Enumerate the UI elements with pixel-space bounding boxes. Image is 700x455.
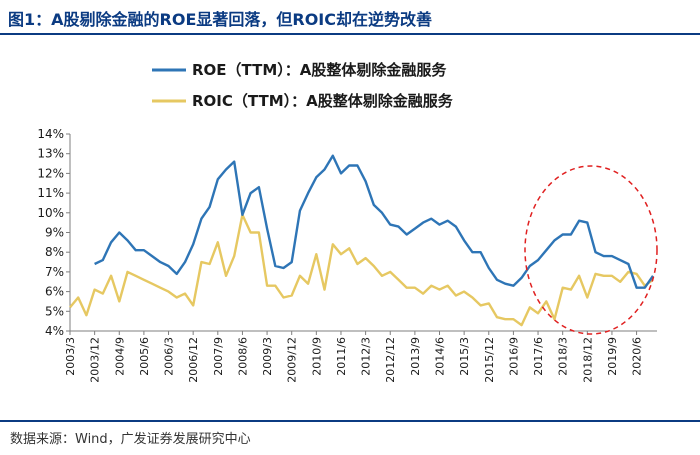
x-tick-label: 2020/6 (631, 337, 644, 376)
y-tick-label: 13% (37, 147, 64, 161)
x-tick-label: 2015/3 (458, 337, 471, 376)
x-tick-label: 2003/3 (64, 337, 77, 376)
x-tick-label: 2011/6 (335, 337, 348, 376)
line-chart: ROE（TTM）：A股整体剔除金融服务 ROIC（TTM）：A股整体剔除金融服务… (37, 61, 658, 383)
x-tick-label: 2005/6 (138, 337, 151, 376)
x-tick-label: 2015/12 (483, 337, 496, 383)
roe-series-line (94, 154, 654, 289)
x-tick-label: 2019/9 (606, 337, 619, 376)
x-tick-label: 2010/9 (310, 337, 323, 376)
x-tick-label: 2017/6 (532, 337, 545, 376)
y-tick-label: 8% (45, 245, 64, 259)
y-tick-label: 9% (45, 226, 64, 240)
x-tick-label: 2008/6 (236, 337, 249, 376)
y-tick-label: 6% (45, 285, 64, 299)
y-tick-label: 4% (45, 324, 64, 338)
legend: ROE（TTM）：A股整体剔除金融服务 ROIC（TTM）：A股整体剔除金融服务 (152, 61, 454, 110)
legend-label-roic: ROIC（TTM）：A股整体剔除金融服务 (192, 92, 454, 110)
x-tick-label: 2013/9 (409, 337, 422, 376)
figure-header: 图1：A股剔除金融的ROE显著回落，但ROIC却在逆势改善 (0, 0, 700, 36)
y-tick-label: 12% (37, 166, 64, 180)
x-tick-label: 2018/3 (557, 337, 570, 376)
x-tick-label: 2009/3 (261, 337, 274, 376)
figure-title: 图1：A股剔除金融的ROE显著回落，但ROIC却在逆势改善 (8, 10, 432, 29)
x-tick-label: 2003/12 (89, 337, 102, 383)
x-tick-label: 2009/12 (286, 337, 299, 383)
x-tick-label: 2012/3 (360, 337, 373, 376)
x-tick-label: 2014/6 (434, 337, 447, 376)
y-tick-label: 14% (37, 127, 64, 141)
x-tick-label: 2006/12 (187, 337, 200, 383)
x-tick-label: 2006/3 (163, 337, 176, 376)
series-lines (69, 154, 654, 327)
x-tick-label: 2012/12 (384, 337, 397, 383)
highlight-ellipse (524, 165, 658, 335)
x-tick-label: 2004/9 (113, 337, 126, 376)
header-rule (0, 33, 700, 35)
x-tick-label: 2007/9 (212, 337, 225, 376)
y-tick-label: 5% (45, 304, 64, 318)
legend-label-roe: ROE（TTM）：A股整体剔除金融服务 (192, 61, 447, 79)
y-tick-label: 11% (37, 186, 64, 200)
source-note: 数据来源：Wind，广发证券发展研究中心 (10, 432, 251, 447)
footer-rule (0, 420, 700, 422)
y-tick-label: 7% (45, 265, 64, 279)
x-tick-label: 2018/12 (581, 337, 594, 383)
y-tick-label: 10% (37, 206, 64, 220)
axes: 4% 5% 6% 7% 8% 9% 10% 11% 12% 13% 14% 2003/3 2003/12… (37, 127, 657, 383)
roic-series-line (69, 213, 654, 327)
x-tick-label: 2016/9 (507, 337, 520, 376)
